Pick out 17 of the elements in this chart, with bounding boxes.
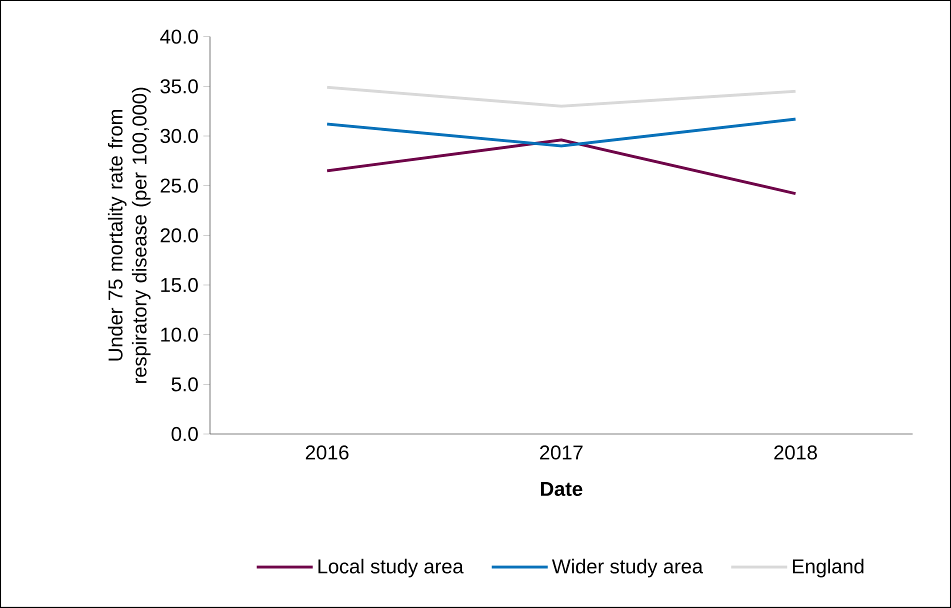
y-tick-label: 0.0 [172,426,198,442]
y-tick-label: 40.0 [160,30,198,44]
x-tick-label: 2016 [306,445,348,460]
legend-label: England [792,558,864,578]
y-axis-title: Under 75 mortality rate from respiratory disease (per 100,000) [108,88,151,383]
legend-label: Local study area [318,558,464,578]
y-tick-label: 10.0 [161,328,198,342]
y-tick-label: 20.0 [160,228,198,242]
x-tick-label: 2018 [774,445,817,460]
y-tick-label: 25.0 [160,178,198,193]
y-tick-label: 5.0 [172,377,198,392]
y-tick-label: 35.0 [160,79,198,94]
y-tick-label: 15.0 [161,278,198,292]
x-axis-title: Date [540,482,582,496]
y-tick-label: 30.0 [160,128,198,144]
x-tick-label: 2017 [540,445,583,460]
legend-label: Wider study area [552,558,704,578]
